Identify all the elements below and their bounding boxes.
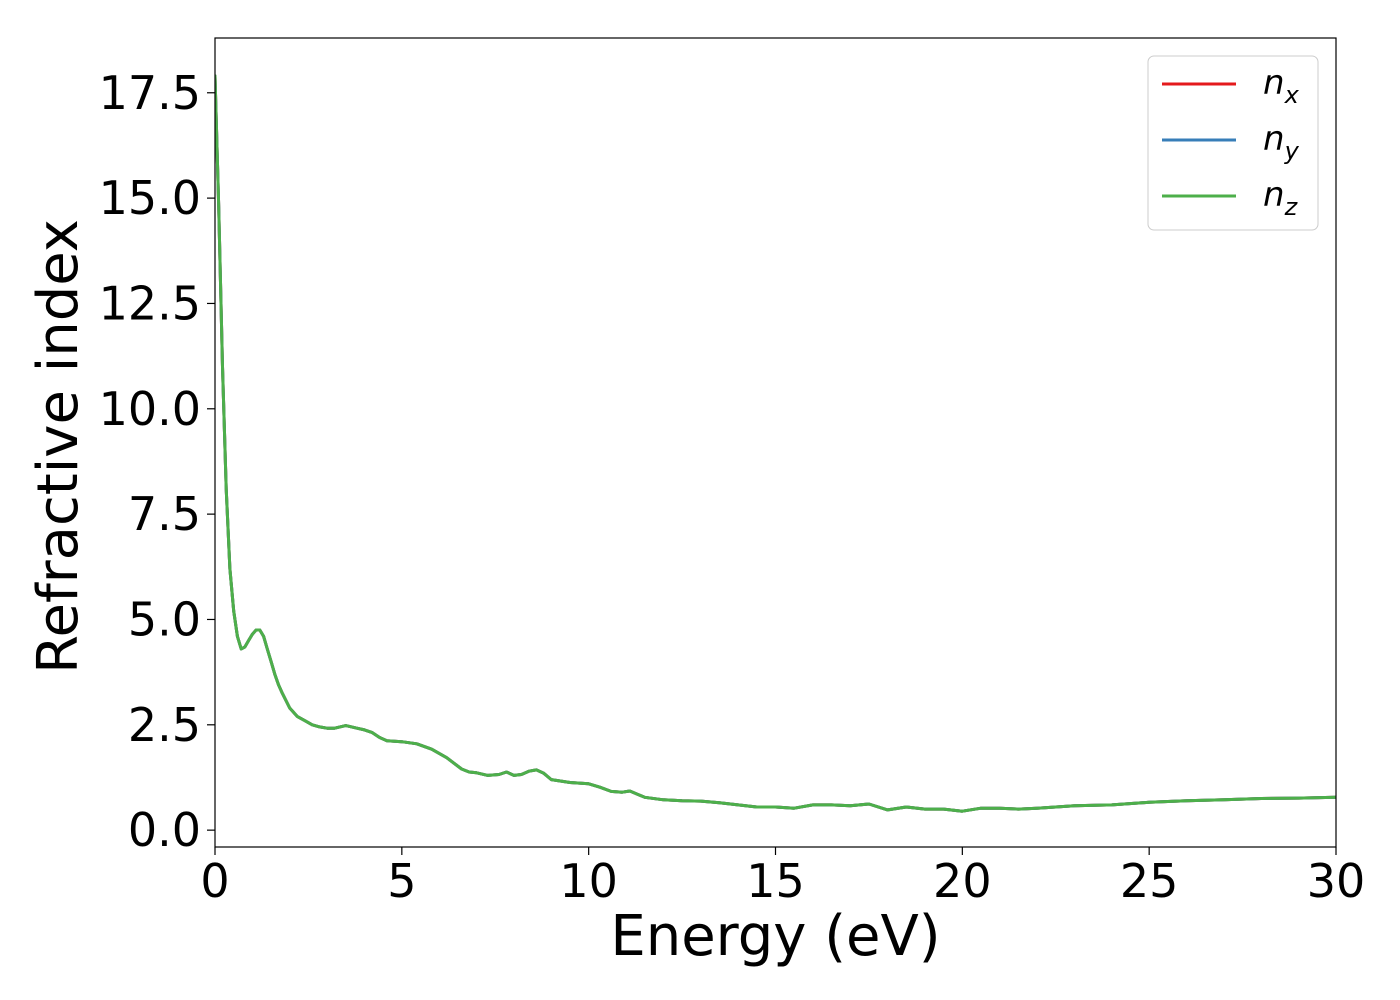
legend-box [1147,55,1319,231]
x-axis-label: Energy (eV) [610,904,940,969]
y-tick-label: 5.0 [128,592,201,646]
y-axis-ticks: 0.0 2.5 5.0 7.5 10.0 12.5 15.0 17.5 [99,66,215,857]
y-axis-label: Refractive index [26,219,91,674]
x-tick-label: 10 [559,854,618,908]
x-tick-label: 0 [200,854,229,908]
series-line-n-z [215,74,1336,813]
y-tick-label: 17.5 [99,66,201,120]
legend: nx ny nz [1147,55,1319,231]
legend-label-n-x: nx [1263,63,1300,109]
legend-label-n-z: nz [1263,175,1299,221]
y-tick-label: 2.5 [128,698,201,752]
x-tick-label: 20 [933,854,992,908]
y-tick-label: 15.0 [99,171,201,225]
x-tick-label: 30 [1307,854,1366,908]
x-tick-label: 5 [387,854,416,908]
series-layer [215,74,1336,813]
x-tick-label: 25 [1120,854,1179,908]
legend-label-n-y: ny [1263,119,1300,165]
x-tick-label: 15 [746,854,805,908]
y-tick-label: 12.5 [99,276,201,330]
x-axis-ticks: 0 5 10 15 20 25 30 [200,847,1365,908]
y-tick-label: 0.0 [128,803,201,857]
y-tick-label: 7.5 [128,487,201,541]
y-tick-label: 10.0 [99,382,201,436]
